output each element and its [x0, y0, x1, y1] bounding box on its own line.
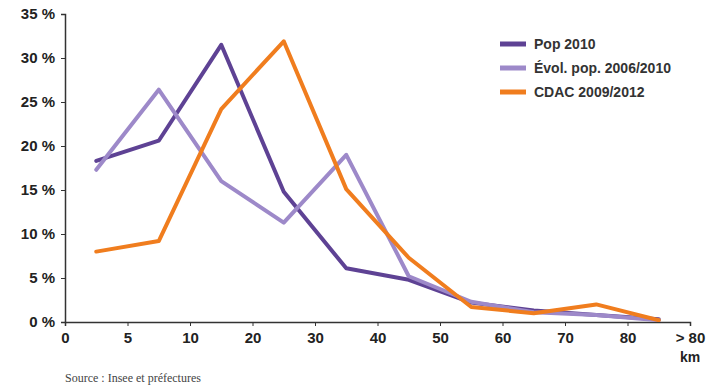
x-tick: 50: [432, 322, 449, 346]
x-tick-mark: [378, 322, 379, 326]
chart: 0 % 5 % 10 % 15 % 20 % 25 % 30 % 35 % 0 5 10 20 30 40…: [0, 0, 722, 388]
x-tick: 10: [182, 322, 199, 346]
legend-item: CDAC 2009/2012: [500, 84, 645, 100]
x-tick: 80: [620, 322, 637, 346]
x-tick-label: 70: [557, 329, 574, 346]
x-tick-mark: [190, 322, 191, 326]
y-axis: 0 % 5 % 10 % 15 % 20 % 25 % 30 % 35 %: [21, 5, 66, 330]
x-tick-label: 0: [61, 329, 69, 346]
y-tick-label: 30 %: [21, 49, 55, 66]
x-tick-mark: [503, 322, 504, 326]
x-tick-mark: [440, 322, 441, 326]
y-tick-label: 20 %: [21, 137, 55, 154]
y-tick-mark: [61, 190, 65, 191]
x-tick-mark: [628, 322, 629, 326]
x-tick: > 80: [676, 322, 706, 346]
x-axis-line: [66, 323, 691, 327]
series-line: [96, 41, 659, 320]
x-tick-label: 30: [307, 329, 324, 346]
y-tick-mark: [61, 322, 65, 323]
legend-swatch: [500, 90, 526, 95]
x-tick-mark: [128, 322, 129, 326]
y-tick-label: 10 %: [21, 225, 55, 242]
y-tick-label: 15 %: [21, 181, 55, 198]
legend-label: CDAC 2009/2012: [534, 84, 645, 100]
legend-item: Évol. pop. 2006/2010: [500, 60, 671, 76]
x-tick-label: 80: [620, 329, 637, 346]
x-tick-label: 10: [182, 329, 199, 346]
legend-label: Évol. pop. 2006/2010: [534, 60, 671, 76]
x-tick: 60: [495, 322, 512, 346]
x-tick: 30: [307, 322, 324, 346]
y-tick-label: 0 %: [29, 313, 55, 330]
x-tick-label: 60: [495, 329, 512, 346]
x-tick-label: > 80: [676, 329, 706, 346]
x-tick-label: 40: [370, 329, 387, 346]
y-tick: 0 %: [29, 313, 65, 330]
y-tick-mark: [61, 58, 65, 59]
x-tick-label: 20: [245, 329, 262, 346]
y-tick-label: 5 %: [29, 269, 55, 286]
y-tick-mark: [61, 234, 65, 235]
series-line: [96, 45, 659, 320]
x-tick-mark: [565, 322, 566, 326]
y-tick: 20 %: [21, 137, 65, 154]
y-tick-mark: [61, 102, 65, 103]
legend-swatch: [500, 42, 526, 47]
x-tick: 0: [61, 322, 69, 346]
legend-item: Pop 2010: [500, 36, 596, 52]
x-axis: 0 5 10 20 30 40 50 60 70 80 > 80: [61, 322, 705, 346]
y-axis-line: [61, 15, 66, 323]
y-tick-mark: [61, 278, 65, 279]
y-tick: 25 %: [21, 93, 65, 110]
x-tick-mark: [65, 322, 66, 326]
x-tick-mark: [253, 322, 254, 326]
x-axis-title: km: [680, 349, 700, 365]
y-tick-mark: [61, 146, 65, 147]
x-tick-mark: [690, 322, 691, 326]
series-line: [96, 90, 659, 321]
x-tick-label: 50: [432, 329, 449, 346]
legend: Pop 2010 Évol. pop. 2006/2010 CDAC 2009/20…: [500, 36, 671, 100]
x-tick: 70: [557, 322, 574, 346]
source: Source : Insee et préfectures: [65, 371, 201, 385]
y-tick: 10 %: [21, 225, 65, 242]
y-tick: 30 %: [21, 49, 65, 66]
legend-label: Pop 2010: [534, 36, 596, 52]
x-tick: 5: [124, 322, 132, 346]
x-tick: 20: [245, 322, 262, 346]
plot-area: [96, 41, 659, 320]
y-tick: 35 %: [21, 5, 65, 22]
y-tick-mark: [61, 14, 65, 15]
y-tick: 5 %: [29, 269, 65, 286]
y-tick-label: 25 %: [21, 93, 55, 110]
x-tick-mark: [315, 322, 316, 326]
x-tick: 40: [370, 322, 387, 346]
legend-swatch: [500, 66, 526, 71]
y-tick: 15 %: [21, 181, 65, 198]
y-tick-label: 35 %: [21, 5, 55, 22]
x-tick-label: 5: [124, 329, 132, 346]
